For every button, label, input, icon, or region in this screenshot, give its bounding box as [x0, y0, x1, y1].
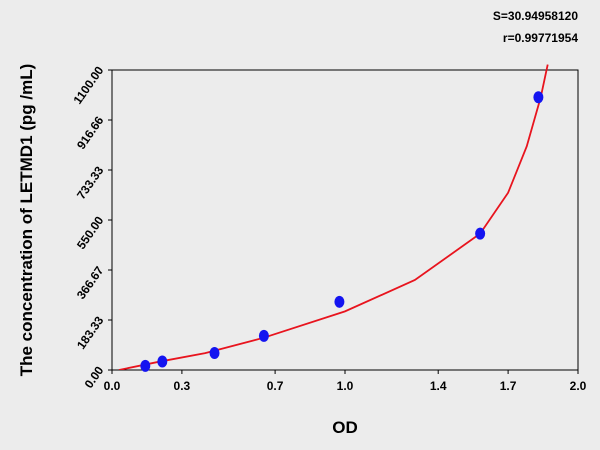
- plot-frame: [111, 69, 579, 371]
- point: [334, 295, 345, 308]
- y-axis-title: The concentration of LETMD1 (pg /mL): [17, 64, 36, 377]
- x-tick-label: 0.7: [267, 379, 284, 393]
- y-tick-label: 183.33: [74, 313, 107, 351]
- point: [533, 91, 544, 104]
- x-tick-label: 1.4: [430, 379, 447, 393]
- y-tick-label: 550.00: [74, 213, 107, 251]
- x-tick-label: 0.3: [174, 379, 191, 393]
- x-tick-label: 2.0: [570, 379, 587, 393]
- y-tick-label: 1100.00: [70, 63, 106, 106]
- x-tick-label: 0.0: [104, 379, 121, 393]
- x-tick-label: 1.7: [500, 379, 517, 393]
- fit-curve: [118, 64, 549, 370]
- point: [258, 329, 269, 342]
- point: [209, 346, 220, 359]
- x-tick-label: 1.0: [337, 379, 354, 393]
- x-axis-title: OD: [332, 418, 358, 437]
- y-tick-label: 366.67: [74, 263, 107, 301]
- annotation: S=30.94958120: [493, 9, 578, 23]
- point: [140, 359, 151, 372]
- y-tick-label: 916.66: [74, 113, 107, 151]
- y-tick-label: 733.33: [74, 163, 107, 201]
- point: [475, 227, 486, 240]
- plot-area: [118, 64, 549, 370]
- point: [157, 355, 168, 368]
- annotation: r=0.99771954: [503, 31, 578, 45]
